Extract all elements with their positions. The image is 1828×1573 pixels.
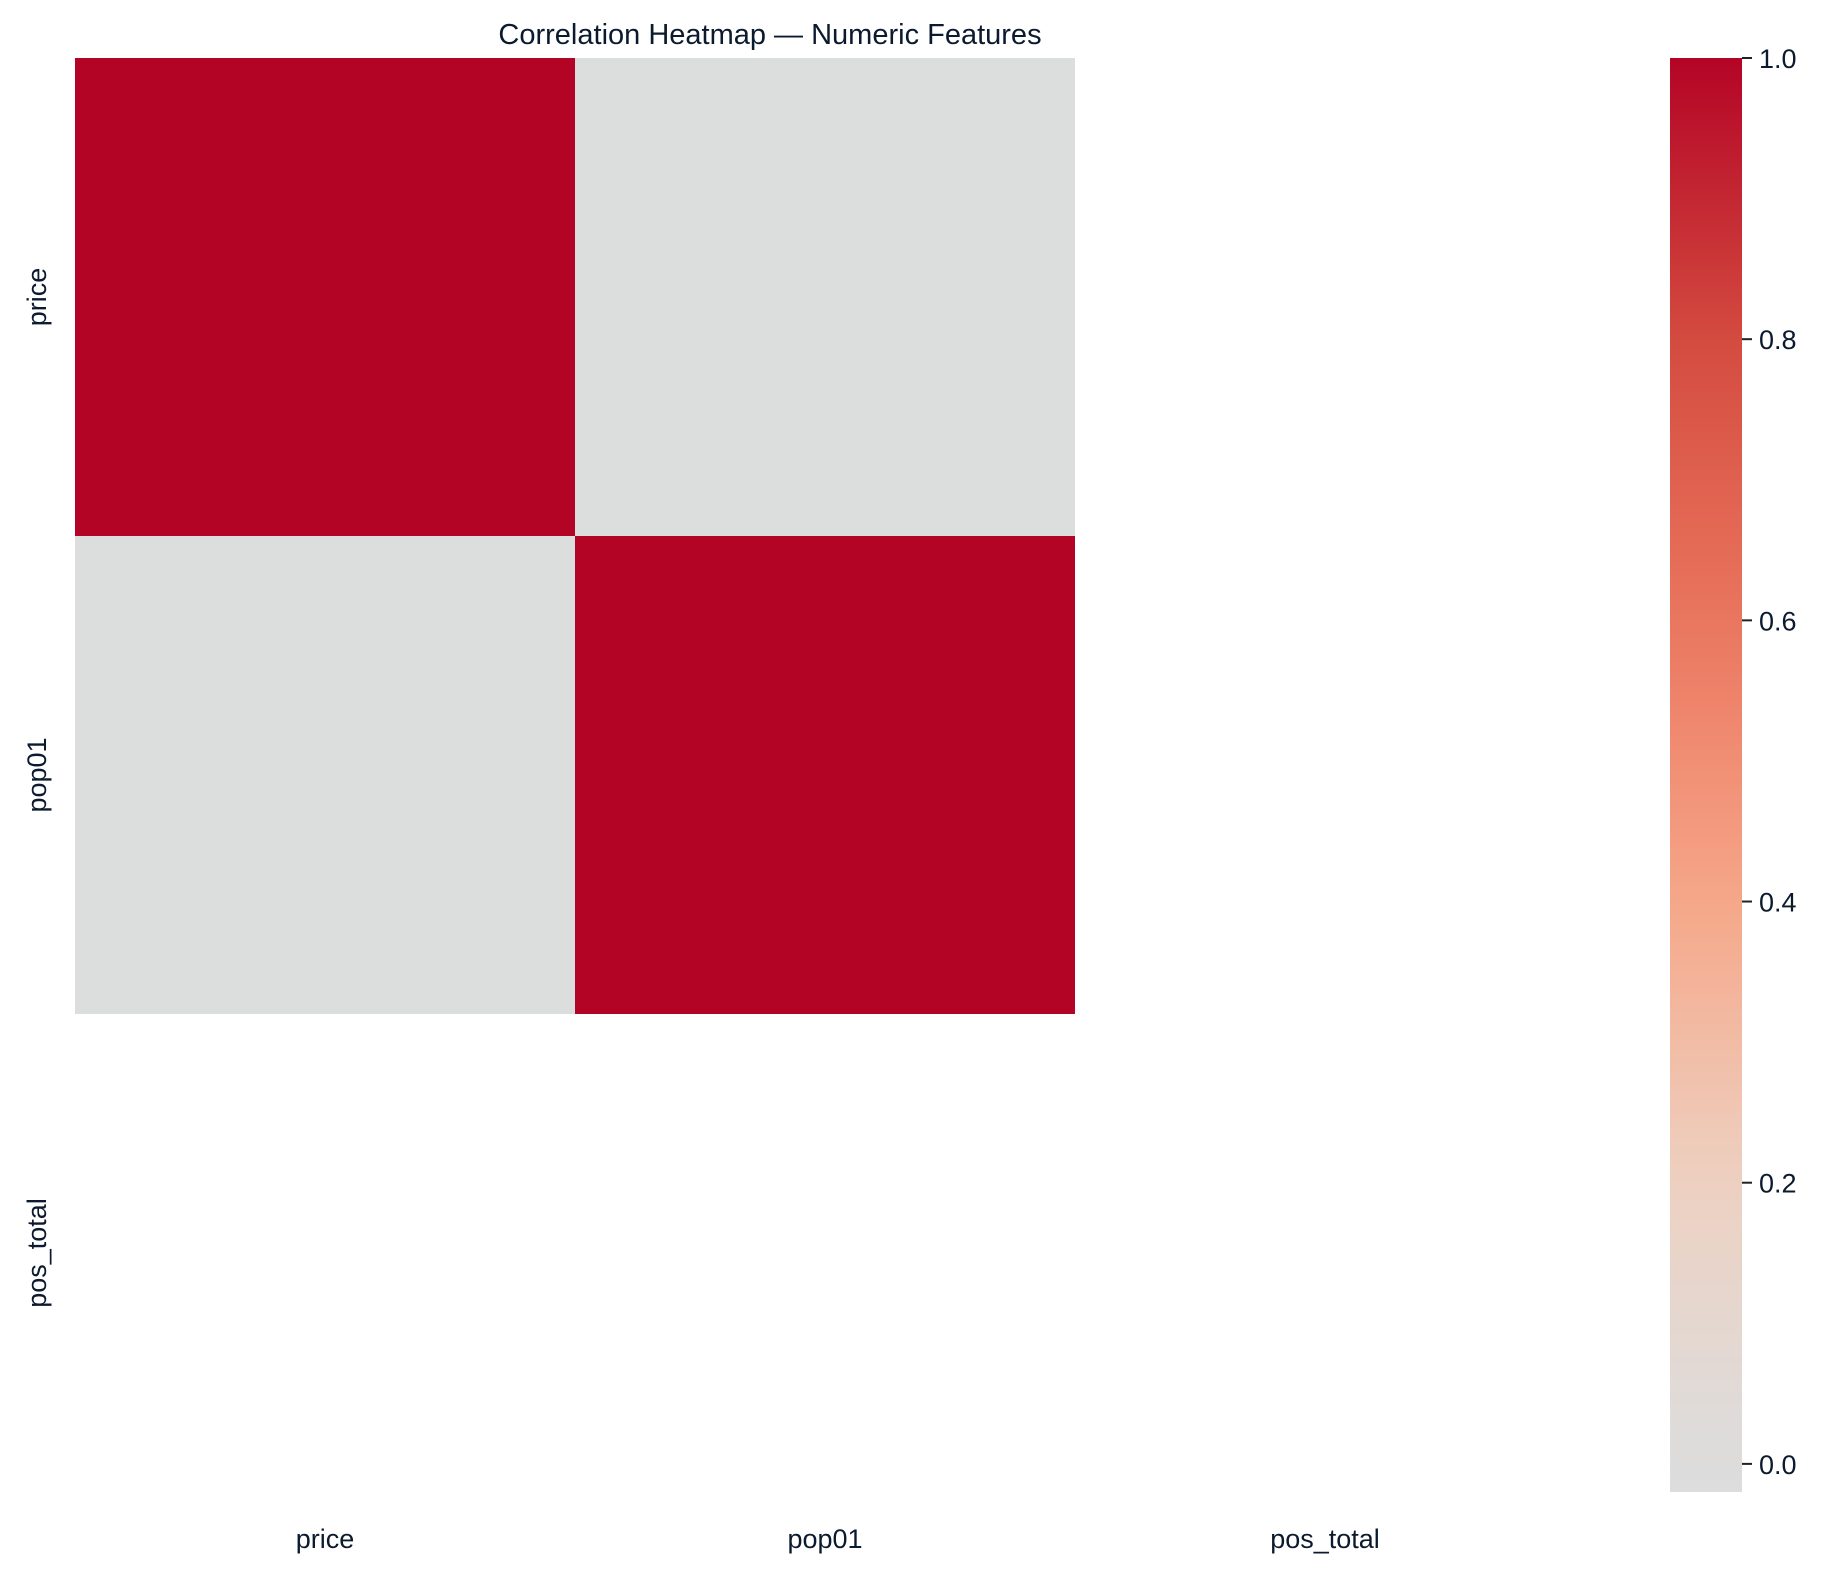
colorbar-tick-label-0.2: 0.2 bbox=[1759, 1169, 1797, 1199]
heatmap-cell-pop01-price bbox=[75, 536, 575, 1014]
colorbar-tick-label-0.6: 0.6 bbox=[1759, 606, 1797, 636]
x-tick-label-pop01: pop01 bbox=[787, 1524, 862, 1554]
y-tick-label-price: price bbox=[22, 268, 52, 327]
colorbar-tick-label-0.4: 0.4 bbox=[1759, 888, 1797, 918]
x-tick-label-price: price bbox=[296, 1524, 355, 1554]
heatmap-cell-pop01-pop01 bbox=[575, 536, 1075, 1014]
x-axis-labels: price pop01 pos_total bbox=[296, 1524, 1380, 1554]
colorbar-tick-label-0.0: 0.0 bbox=[1759, 1450, 1797, 1480]
x-tick-label-pos_total: pos_total bbox=[1270, 1524, 1380, 1554]
y-tick-label-pos_total: pos_total bbox=[22, 1198, 52, 1308]
colorbar bbox=[1670, 58, 1742, 1492]
y-axis-labels: price pop01 pos_total bbox=[22, 268, 52, 1308]
heatmap-cell-price-price bbox=[75, 58, 575, 536]
colorbar-tick-label-1.0: 1.0 bbox=[1759, 44, 1797, 74]
y-tick-label-pop01: pop01 bbox=[22, 737, 52, 812]
colorbar-ticks: 0.0 0.2 0.4 0.6 0.8 1.0 bbox=[1742, 44, 1797, 1480]
heatmap-cell-price-pop01 bbox=[575, 58, 1075, 536]
heatmap-cells bbox=[75, 58, 1075, 1014]
chart-title: Correlation Heatmap — Numeric Features bbox=[498, 19, 1041, 51]
colorbar-tick-label-0.8: 0.8 bbox=[1759, 325, 1797, 355]
